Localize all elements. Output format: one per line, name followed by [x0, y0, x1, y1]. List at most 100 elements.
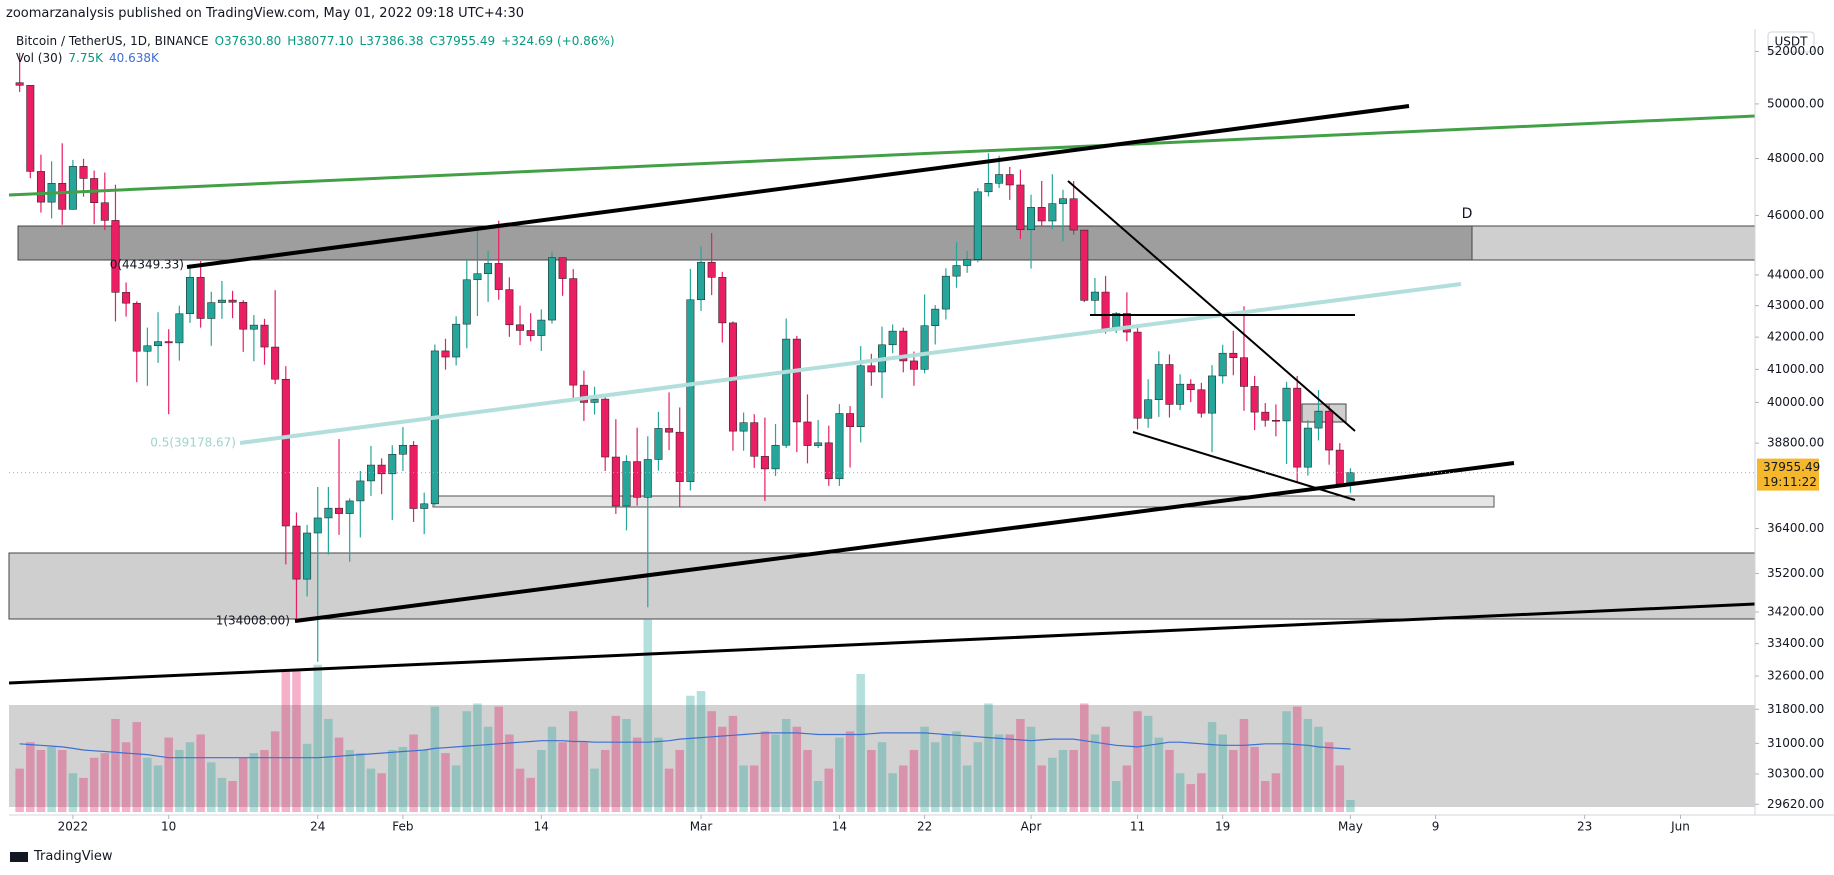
- volume-bar: [185, 742, 195, 812]
- volume-bar: [760, 731, 770, 812]
- x-tick-label: 23: [1577, 820, 1592, 834]
- trend-line: [1067, 180, 1356, 432]
- candle-body: [420, 503, 429, 509]
- volume-bar: [313, 664, 323, 812]
- volume-bar: [26, 742, 35, 812]
- x-tick-label: 11: [1130, 820, 1145, 834]
- volume-bar: [1218, 734, 1227, 812]
- volume-bar: [515, 768, 525, 812]
- candle-body: [239, 302, 248, 330]
- candle-body: [995, 174, 1004, 184]
- volume-bar: [302, 743, 312, 812]
- volume-bar: [696, 691, 706, 812]
- candle-body: [739, 422, 748, 432]
- countdown-label: 19:11:22: [1763, 475, 1817, 489]
- volume-bar: [228, 780, 237, 812]
- volume-bar: [398, 746, 408, 812]
- candle-body: [1154, 364, 1163, 400]
- volume-bar: [537, 749, 546, 812]
- candle-body: [1293, 387, 1302, 468]
- candle-body: [760, 456, 769, 470]
- candle-body: [792, 338, 801, 423]
- support-zone: [8, 552, 1756, 620]
- fib-label: 0.5(39178.67): [150, 436, 236, 450]
- y-tick-label: 46000.00: [1767, 208, 1824, 222]
- candle-body: [1303, 427, 1312, 468]
- volume-bar: [1186, 784, 1196, 812]
- volume-bar: [749, 765, 759, 812]
- candle-body: [1176, 383, 1185, 405]
- y-tick-label: 32600.00: [1767, 669, 1824, 683]
- volume-bar: [643, 619, 653, 812]
- candle-body: [217, 299, 226, 303]
- candle-body: [675, 431, 684, 482]
- candle-body: [494, 263, 503, 290]
- candle-body: [356, 480, 365, 502]
- candle-body: [1037, 207, 1046, 222]
- fib-label: 1(34008.00): [216, 614, 290, 628]
- candle-body: [260, 324, 269, 348]
- volume-bar: [1229, 749, 1238, 812]
- candle-body: [1282, 387, 1291, 422]
- volume-bar: [47, 746, 56, 812]
- volume-bar: [771, 734, 780, 812]
- y-tick-label: 50000.00: [1767, 96, 1824, 110]
- x-tick-label: 14: [534, 820, 549, 834]
- volume-bar: [281, 669, 291, 812]
- x-tick-label: Apr: [1021, 820, 1042, 834]
- volume-bar: [1282, 711, 1291, 812]
- candle-body: [1144, 399, 1153, 419]
- candle-body: [484, 263, 493, 274]
- candle-body: [867, 365, 876, 373]
- volume-bar: [1314, 726, 1323, 812]
- ohlc-open: O37630.80: [214, 34, 282, 48]
- candle-body: [186, 277, 194, 315]
- volume-bar: [1303, 718, 1313, 812]
- candle-body: [941, 275, 950, 310]
- volume-bar: [175, 749, 184, 812]
- trend-line: [8, 602, 1756, 685]
- candle-body: [164, 341, 173, 344]
- volume-name: Vol (30): [16, 51, 63, 65]
- axes: 52000.00 50000.00 48000.00 46000.00 44000.00…: [9, 44, 1824, 834]
- ohlc-change: +324.69 (+0.86%): [501, 34, 615, 48]
- candle-body: [1186, 383, 1195, 391]
- volume-bar: [707, 711, 716, 812]
- candle-body: [324, 507, 333, 519]
- volume-bar: [622, 718, 631, 812]
- candle-body: [1325, 410, 1334, 451]
- candle-body: [313, 517, 322, 534]
- volume-bar: [1239, 718, 1249, 812]
- candle-body: [1016, 184, 1025, 231]
- brand-logo: [10, 851, 28, 862]
- candle-body: [207, 302, 216, 319]
- volume-bar: [1175, 773, 1185, 812]
- volume-bar: [803, 749, 812, 812]
- candle-body: [814, 442, 823, 446]
- resistance-zone: [17, 225, 1473, 261]
- volume-bar: [334, 737, 344, 812]
- volume-bar: [632, 737, 642, 812]
- volume-bar: [1101, 726, 1110, 812]
- candle-body: [643, 459, 652, 498]
- candle-body: [15, 82, 24, 86]
- candle-body: [68, 166, 77, 210]
- volume-bar: [930, 742, 940, 812]
- y-tick-label: 38800.00: [1767, 436, 1824, 450]
- candle-body: [1239, 357, 1248, 387]
- x-tick-label: 2022: [58, 820, 89, 834]
- volume-bar: [686, 695, 695, 812]
- candle-body: [835, 413, 844, 480]
- candle-body: [122, 292, 131, 304]
- volume-bar: [441, 753, 450, 812]
- ohlc-high: H38077.10: [287, 34, 354, 48]
- candle-body: [909, 360, 918, 370]
- candle-body: [920, 325, 929, 370]
- x-tick-label: Jun: [1670, 820, 1690, 834]
- volume-bar: [909, 749, 919, 812]
- candle-body: [1218, 352, 1227, 377]
- volume-bar: [1058, 749, 1068, 812]
- x-tick-label: May: [1338, 820, 1363, 834]
- candle-body: [547, 257, 556, 321]
